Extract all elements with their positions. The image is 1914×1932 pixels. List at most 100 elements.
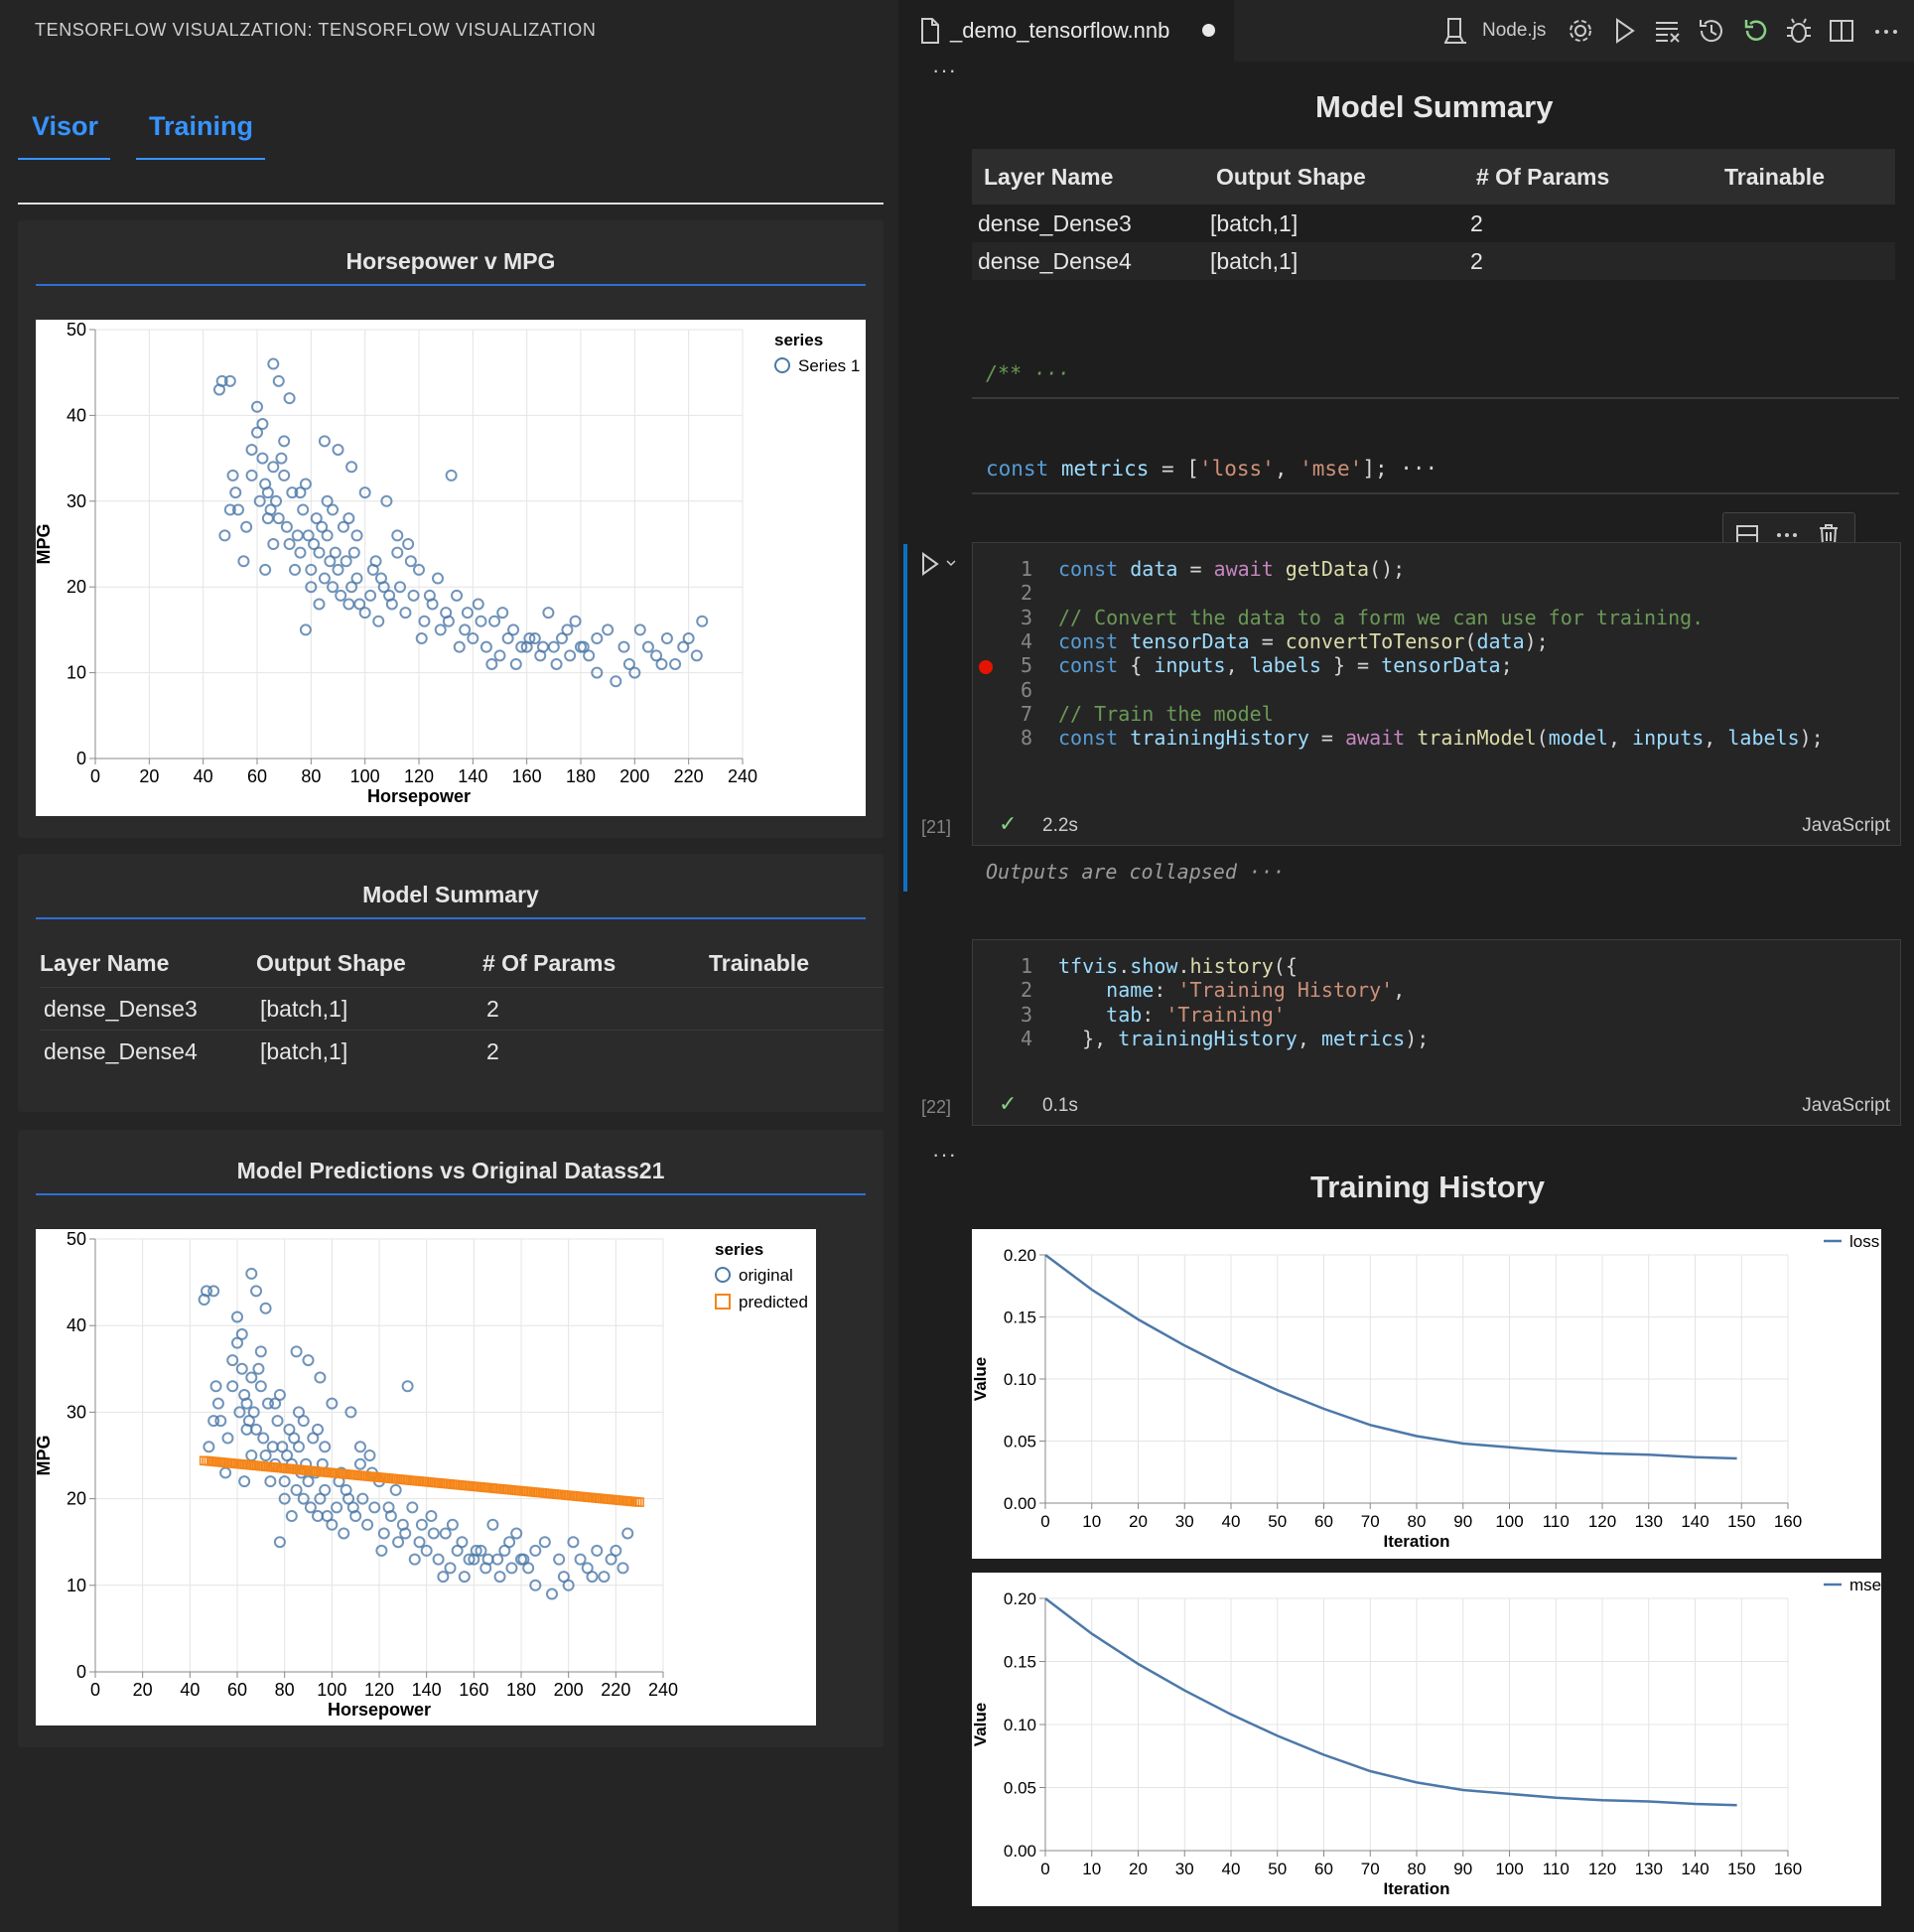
data-point — [312, 1423, 325, 1436]
tab-visor[interactable]: Visor — [32, 111, 99, 141]
code-line[interactable]: 3 // Convert the data to a form we can us… — [973, 606, 1704, 635]
data-point — [363, 1449, 376, 1461]
code-line[interactable]: 4 const tensorData = convertToTensor(data… — [973, 629, 1549, 659]
chart-loss[interactable]: 0 10 20 30 40 50 60 70 80 90 100 110 120 130 140 150 160… — [971, 1229, 1881, 1559]
metrics-code-cell[interactable]: const metrics = ['loss', 'mse']; ··· — [986, 457, 1437, 481]
run-cell-icon[interactable] — [920, 552, 960, 576]
code-line[interactable]: 7 // Train the model — [973, 702, 1274, 732]
debug-icon[interactable] — [1784, 16, 1814, 46]
code-token: ; — [1500, 653, 1513, 678]
col-trainable: Trainable — [1712, 149, 1895, 205]
code-token: model — [1548, 726, 1608, 751]
tab-training[interactable]: Training — [149, 111, 254, 141]
y-tick-label: 0.15 — [1004, 1309, 1036, 1327]
data-point — [361, 1518, 374, 1531]
code-token: inputs — [1632, 726, 1705, 751]
data-point — [375, 1544, 388, 1557]
code-token: 'Training' — [1165, 1002, 1286, 1027]
file-name: _demo_tensorflow.nnb — [950, 18, 1170, 43]
code-line[interactable]: 4 }, trainingHistory, metrics); — [973, 1027, 1429, 1056]
code-line[interactable]: 1 tfvis.show.history({ — [973, 954, 1298, 984]
data-point — [345, 581, 358, 594]
data-point — [247, 1406, 260, 1419]
x-tick-label: 40 — [1222, 1860, 1241, 1878]
data-point — [233, 1406, 246, 1419]
y-tick-label: 0.00 — [1004, 1494, 1036, 1513]
y-tick-label: 10 — [67, 1576, 86, 1595]
data-point — [245, 443, 258, 456]
code-line[interactable]: 6 — [973, 678, 1058, 708]
split-editor-icon[interactable] — [1827, 16, 1856, 46]
card-title: Horsepower v MPG — [345, 248, 556, 274]
output-more-icon[interactable]: ··· — [932, 58, 957, 82]
code-line[interactable]: 2 name: 'Training History', — [973, 978, 1405, 1008]
cell-trainable — [691, 987, 884, 1031]
y-axis-label: MPG — [36, 1435, 54, 1475]
x-tick-label: 120 — [404, 766, 434, 786]
data-point — [273, 1388, 286, 1401]
x-tick-label: 140 — [1681, 1512, 1709, 1531]
kernel-icon[interactable] — [1442, 16, 1468, 46]
x-tick-label: 160 — [1774, 1860, 1802, 1878]
legend-symbol — [715, 1267, 731, 1283]
data-point — [622, 657, 635, 670]
data-point — [326, 1518, 339, 1531]
code-token: const — [1058, 557, 1131, 581]
more-icon[interactable] — [1775, 523, 1799, 547]
chart-horsepower-mpg[interactable]: 0 20 40 60 80 100 120 140 160 180 200 220 240 0 10 20 30… — [34, 320, 866, 816]
code-token: 'Training History' — [1177, 978, 1394, 1003]
data-point — [294, 486, 307, 499]
scatter-plot: 0 20 40 60 80 100 120 140 160 180 200 220 240 0 10 20 30… — [34, 320, 860, 806]
x-tick-label: 10 — [1082, 1860, 1101, 1878]
run-all-icon[interactable] — [1611, 16, 1639, 46]
code-line[interactable]: 8 const trainingHistory = await trainMode… — [973, 726, 1824, 756]
cell-layer-name: dense_Dense4 — [40, 1030, 238, 1072]
unsaved-dot-icon[interactable] — [1202, 24, 1215, 37]
kernel-label[interactable]: Node.js — [1482, 20, 1547, 41]
code-token — [1058, 978, 1106, 1002]
data-point — [344, 1406, 357, 1419]
data-point — [467, 632, 479, 645]
collapsed-comment-cell[interactable]: /** ··· — [986, 361, 1070, 385]
code-line[interactable]: 1 const data = await getData(); — [973, 557, 1405, 587]
data-point — [382, 1501, 395, 1514]
code-token: await — [1345, 726, 1418, 751]
code-token: ({ — [1273, 954, 1298, 978]
history-icon[interactable] — [1697, 16, 1726, 46]
data-point — [391, 529, 404, 542]
gear-icon[interactable] — [1566, 16, 1595, 46]
data-point — [628, 666, 641, 679]
output-more-icon[interactable]: ··· — [932, 1142, 957, 1167]
cell-language[interactable]: JavaScript — [1802, 1095, 1890, 1116]
x-tick-label: 200 — [619, 766, 649, 786]
data-point — [321, 529, 334, 542]
chart-mse[interactable]: 0 10 20 30 40 50 60 70 80 90 100 110 120 130 140 150 160… — [971, 1573, 1881, 1906]
breakpoint-icon[interactable] — [979, 660, 993, 674]
code-token: , — [1607, 726, 1633, 751]
code-line[interactable]: 3 tab: 'Training' — [973, 1003, 1286, 1033]
data-point — [383, 589, 396, 602]
code-token: data — [1476, 628, 1525, 653]
restart-icon[interactable] — [1740, 16, 1770, 46]
clear-outputs-icon[interactable] — [1653, 16, 1683, 46]
code-cell-22[interactable]: 1 tfvis.show.history({2 name: 'Training H… — [921, 939, 1901, 1126]
data-point — [231, 503, 244, 516]
outputs-collapsed[interactable]: Outputs are collapsed ··· — [986, 860, 1286, 884]
code-cell-21[interactable]: 1 const data = await getData(); 2 3// Conve… — [921, 542, 1901, 846]
data-point — [479, 640, 492, 653]
data-point — [598, 1571, 611, 1584]
chart-predictions[interactable]: 0 20 40 60 80 100 120 140 160 180 200 220 240 0 10 20 30… — [34, 1229, 816, 1725]
data-point — [493, 649, 506, 662]
data-point — [259, 1302, 272, 1314]
data-point — [245, 1267, 258, 1280]
legend-title: series — [715, 1240, 763, 1259]
file-tab[interactable]: _demo_tensorflow.nnb — [898, 0, 1234, 62]
data-point — [270, 494, 283, 507]
code-line[interactable]: 5 const { inputs, labels } = tensorData; — [973, 653, 1513, 683]
table-row: dense_Dense4 [batch,1] 2 — [40, 1030, 884, 1072]
data-point — [451, 589, 464, 602]
more-icon[interactable] — [1871, 16, 1901, 46]
data-point — [221, 1432, 234, 1445]
cell-language[interactable]: JavaScript — [1802, 815, 1890, 836]
code-line[interactable]: 2 — [973, 581, 1058, 611]
